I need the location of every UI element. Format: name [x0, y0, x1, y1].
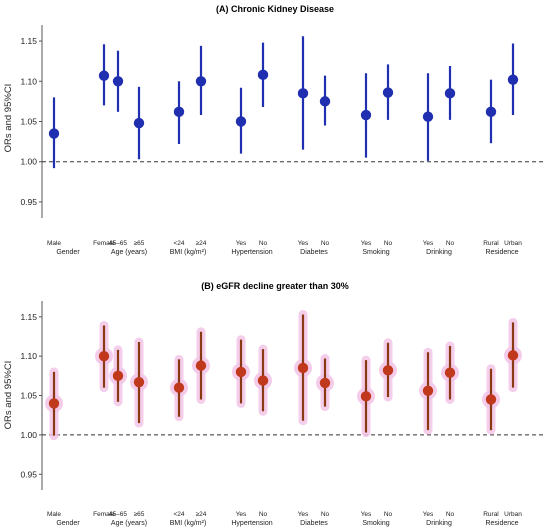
or-point: [195, 76, 207, 87]
group-label: Hypertension: [231, 249, 272, 256]
or-point: [360, 391, 372, 402]
or-point: [257, 375, 269, 386]
category-label: 45–65: [109, 240, 127, 247]
group-label: Age (years): [111, 249, 147, 256]
category-label: ≥24: [196, 240, 207, 247]
category-label: Male: [47, 240, 61, 247]
y-tick-label: 1.05: [20, 391, 37, 401]
or-point: [48, 128, 60, 139]
or-point: [173, 382, 185, 393]
or-point: [444, 88, 456, 99]
group-label: Hypertension: [231, 520, 272, 527]
or-point: [297, 362, 309, 374]
or-point: [507, 74, 519, 85]
group-label: Diabetes: [300, 249, 328, 256]
or-point: [257, 69, 269, 81]
or-point: [485, 106, 497, 118]
or-point: [422, 111, 434, 122]
category-label: 45–65: [109, 511, 127, 518]
or-point: [235, 116, 247, 127]
or-point: [319, 377, 331, 389]
category-label: ≥24: [196, 511, 207, 518]
or-point: [507, 350, 519, 361]
category-label: No: [259, 240, 268, 247]
group-label: Smoking: [362, 520, 389, 527]
chart-title: (B) eGFR decline greater than 30%: [201, 281, 349, 291]
category-label: <24: [173, 240, 184, 247]
category-label: No: [384, 240, 393, 247]
y-tick-label: 0.95: [20, 469, 37, 479]
category-label: Yes: [298, 240, 309, 247]
y-tick-label: 1.00: [20, 157, 37, 167]
or-point: [173, 106, 185, 118]
y-tick-label: 1.10: [20, 76, 37, 86]
or-point: [133, 376, 145, 388]
y-tick-label: 0.95: [20, 197, 37, 207]
group-label: Drinking: [426, 520, 452, 527]
panel-a-chronic-kidney-disease: (A) Chronic Kidney Disease 0.95 1.00 1.05 1.…: [3, 4, 545, 256]
y-axis-label: ORs and 95%CI: [3, 84, 14, 153]
category-label: Yes: [423, 511, 434, 518]
category-label: <24: [173, 511, 184, 518]
y-tick-label: 1.15: [20, 36, 37, 46]
group-label: BMI (kg/m²): [170, 249, 207, 256]
category-label: Female: [93, 511, 115, 518]
or-point: [235, 366, 247, 378]
or-point: [485, 394, 497, 405]
category-label: No: [321, 511, 330, 518]
or-point: [382, 365, 394, 376]
group-label: Diabetes: [300, 520, 328, 527]
category-label: ≥65: [134, 240, 145, 247]
or-point: [112, 370, 124, 382]
or-point: [319, 96, 331, 107]
or-point: [195, 360, 207, 371]
y-axis-label: ORs and 95%CI: [3, 361, 14, 430]
category-label: Female: [93, 240, 115, 247]
category-label: Yes: [298, 511, 309, 518]
group-label: Smoking: [362, 249, 389, 256]
category-label: Yes: [423, 240, 434, 247]
y-tick-label: 1.10: [20, 351, 37, 361]
chart-title: (A) Chronic Kidney Disease: [216, 4, 334, 14]
y-tick-label: 1.05: [20, 116, 37, 126]
category-label: Urban: [504, 511, 522, 518]
y-tick-label: 1.15: [20, 312, 37, 322]
group-label: Residence: [485, 249, 518, 256]
category-label: Rural: [483, 511, 499, 518]
group-label: Age (years): [111, 520, 147, 527]
category-label: Yes: [361, 240, 372, 247]
or-point: [98, 70, 110, 81]
category-label: Yes: [361, 511, 372, 518]
or-point: [98, 350, 110, 362]
category-label: No: [321, 240, 330, 247]
category-label: Yes: [236, 511, 247, 518]
category-label: Rural: [483, 240, 499, 247]
group-label: BMI (kg/m²): [170, 520, 207, 527]
category-label: ≥65: [134, 511, 145, 518]
or-point: [133, 117, 145, 129]
group-label: Gender: [56, 520, 80, 527]
group-label: Gender: [56, 249, 80, 256]
or-point: [297, 88, 309, 99]
panel-b-egfr-decline: (B) eGFR decline greater than 30% 0.95 1.0…: [3, 281, 545, 527]
or-point: [382, 87, 394, 98]
category-label: No: [384, 511, 393, 518]
or-point: [112, 76, 124, 87]
or-point: [444, 367, 456, 378]
or-point: [48, 398, 60, 409]
category-label: Urban: [504, 240, 522, 247]
category-label: No: [446, 240, 455, 247]
category-label: No: [259, 511, 268, 518]
category-label: No: [446, 511, 455, 518]
or-point: [422, 385, 434, 397]
y-tick-label: 1.00: [20, 430, 37, 440]
group-label: Residence: [485, 520, 518, 527]
category-label: Yes: [236, 240, 247, 247]
or-point: [360, 109, 372, 121]
category-label: Male: [47, 511, 61, 518]
group-label: Drinking: [426, 249, 452, 256]
